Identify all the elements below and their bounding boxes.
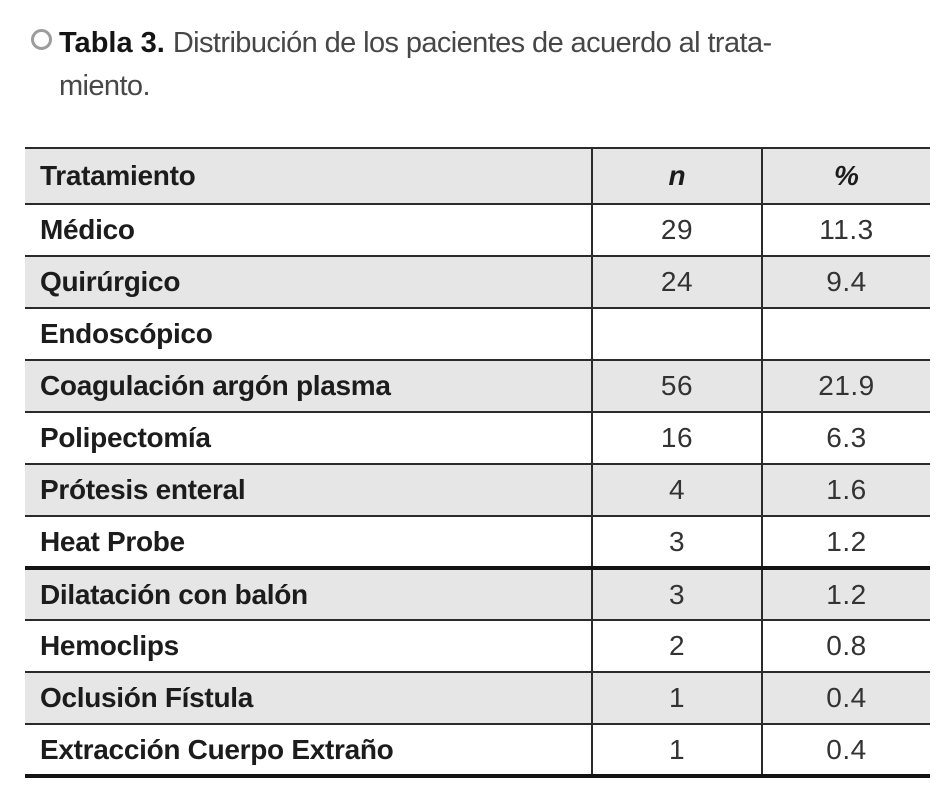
table-row: Dilatación con balón 3 1.2 — [25, 568, 930, 620]
table-row: Hemoclips 2 0.8 — [25, 620, 930, 672]
percent-cell: 0.4 — [826, 733, 867, 765]
n-cell: 16 — [592, 412, 763, 464]
percent-cell: 9.4 — [826, 266, 867, 297]
percent-cell: 1.6 — [826, 474, 867, 505]
treatment-cell: Coagulación argón plasma — [25, 360, 593, 412]
table-row: Extracción Cuerpo Extraño 1 0.4 — [25, 724, 930, 776]
percent-cell: 21.9 — [818, 370, 875, 401]
percent-cell: 0.8 — [826, 630, 867, 661]
caption-line1: Distribución de los pacientes de acuerdo… — [172, 27, 772, 59]
table-row: Prótesis enteral 4 1.6 — [25, 464, 930, 516]
percent-cell: 6.3 — [826, 422, 867, 453]
treatment-cell: Endoscópico — [25, 308, 593, 360]
treatment-cell: Hemoclips — [25, 620, 593, 672]
n-cell: 3 — [592, 568, 763, 620]
treatment-cell: Heat Probe — [25, 516, 593, 568]
table-row: Endoscópico — [25, 308, 930, 360]
col-header-n: n — [592, 148, 763, 204]
n-cell: 29 — [592, 204, 763, 256]
treatment-cell: Médico — [25, 204, 593, 256]
n-cell: 24 — [592, 256, 763, 308]
table-body: Médico 29 11.3 Quirúrgico 24 9.4 Endoscópico Co… — [25, 204, 930, 776]
header-row: Tratamiento n % — [25, 148, 930, 204]
table-row: Médico 29 11.3 — [25, 204, 930, 256]
n-cell: 1 — [592, 672, 763, 724]
table-row: Heat Probe 3 1.2 — [25, 516, 930, 568]
table-row: Oclusión Fístula 1 0.4 — [25, 672, 930, 724]
percent-cell: 1.2 — [826, 578, 867, 610]
treatment-cell: Extracción Cuerpo Extraño — [25, 724, 593, 776]
treatment-cell: Dilatación con balón — [25, 568, 593, 620]
n-cell: 1 — [592, 724, 763, 776]
table-row: Coagulación argón plasma 56 21.9 — [25, 360, 930, 412]
table-caption: Tabla 3. Distribución de los pacientes de… — [31, 22, 772, 108]
table-row: Polipectomía 16 6.3 — [25, 412, 930, 464]
caption-text: Tabla 3. Distribución de los pacientes de… — [59, 22, 772, 108]
treatment-cell: Oclusión Fístula — [25, 672, 593, 724]
table-row: Quirúrgico 24 9.4 — [25, 256, 930, 308]
percent-cell: 0.4 — [826, 682, 867, 713]
n-cell: 3 — [592, 516, 763, 568]
percent-cell: 1.2 — [826, 525, 867, 557]
circle-bullet-icon — [31, 29, 52, 50]
caption-line2: miento. — [59, 69, 151, 102]
percent-cell — [762, 308, 930, 360]
treatment-table: Tratamiento n % Médico 29 11.3 Quirúrgico 24… — [25, 147, 930, 778]
col-header-tratamiento: Tratamiento — [25, 148, 593, 204]
caption-label: Tabla 3. — [59, 27, 165, 59]
percent-cell: 11.3 — [819, 214, 874, 245]
treatment-cell: Polipectomía — [25, 412, 593, 464]
n-cell: 4 — [592, 464, 763, 516]
col-header-percent: % — [834, 160, 859, 191]
treatment-cell: Prótesis enteral — [25, 464, 593, 516]
treatment-cell: Quirúrgico — [25, 256, 593, 308]
n-cell: 2 — [592, 620, 763, 672]
n-cell: 56 — [592, 360, 763, 412]
n-cell — [592, 308, 763, 360]
